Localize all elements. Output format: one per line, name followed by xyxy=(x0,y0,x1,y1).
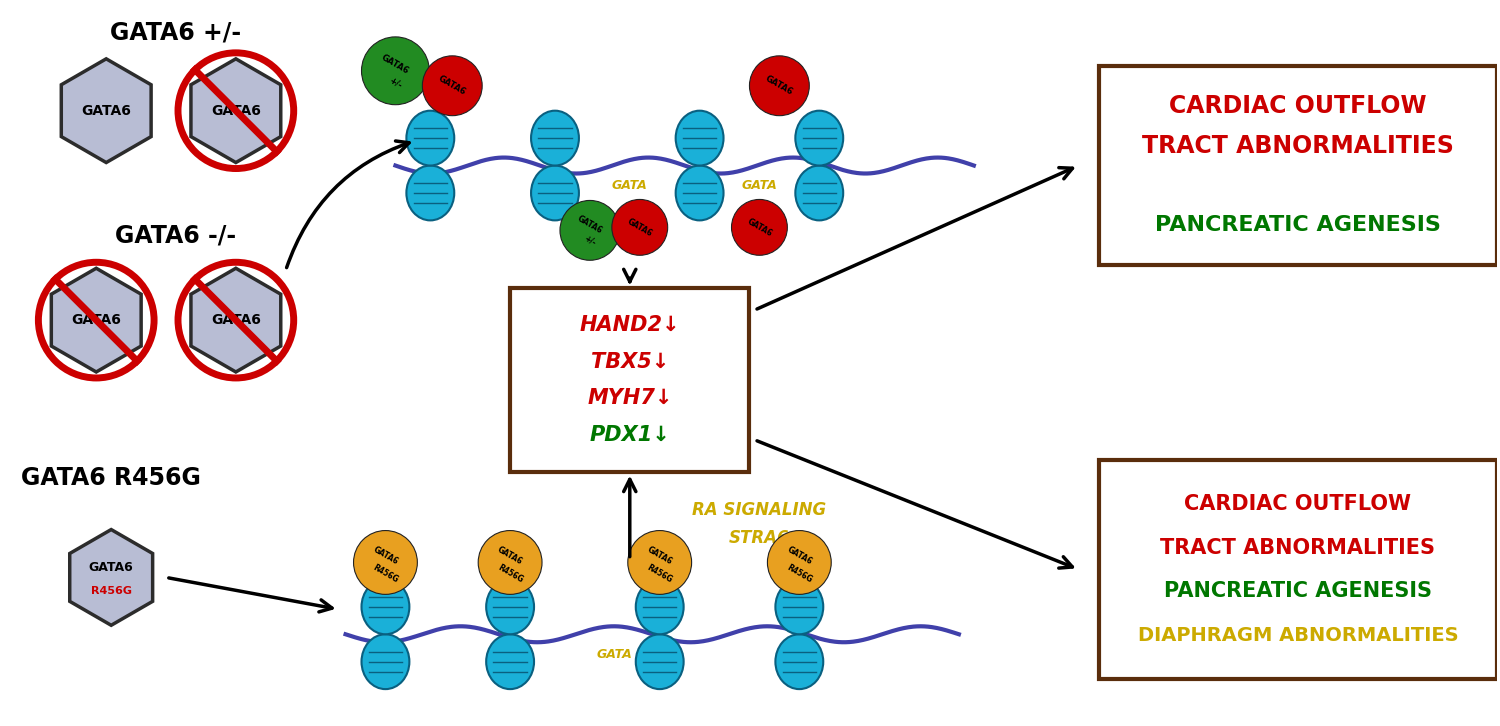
Polygon shape xyxy=(69,529,153,625)
Circle shape xyxy=(732,200,788,256)
Text: GATA6: GATA6 xyxy=(436,74,468,97)
Circle shape xyxy=(354,531,417,595)
Polygon shape xyxy=(62,59,152,163)
Text: +/-: +/- xyxy=(387,76,404,90)
Text: HAND2↓: HAND2↓ xyxy=(579,314,680,335)
Text: GATA6: GATA6 xyxy=(88,561,134,574)
Circle shape xyxy=(478,531,542,595)
Ellipse shape xyxy=(531,166,579,221)
Ellipse shape xyxy=(675,166,723,221)
Text: PDX1↓: PDX1↓ xyxy=(590,425,670,445)
Text: GATA6 R456G: GATA6 R456G xyxy=(21,465,201,490)
Ellipse shape xyxy=(362,579,410,635)
Polygon shape xyxy=(51,268,141,372)
Text: GATA6: GATA6 xyxy=(211,313,261,327)
Text: TRACT ABNORMALITIES: TRACT ABNORMALITIES xyxy=(1161,537,1436,558)
Text: RA SIGNALING: RA SIGNALING xyxy=(693,501,826,518)
Ellipse shape xyxy=(636,579,684,635)
Text: STRA6: STRA6 xyxy=(729,529,789,547)
Text: GATA6: GATA6 xyxy=(496,545,523,567)
Circle shape xyxy=(768,531,831,595)
Text: R456G: R456G xyxy=(784,563,813,584)
Polygon shape xyxy=(190,59,280,163)
Text: GATA6: GATA6 xyxy=(211,104,261,118)
FancyBboxPatch shape xyxy=(1098,460,1497,679)
Circle shape xyxy=(362,37,429,105)
Ellipse shape xyxy=(795,110,843,166)
Ellipse shape xyxy=(486,635,534,689)
Ellipse shape xyxy=(406,166,454,221)
Ellipse shape xyxy=(636,635,684,689)
Circle shape xyxy=(423,56,482,115)
Text: +/-: +/- xyxy=(582,234,597,248)
Circle shape xyxy=(612,200,668,256)
FancyBboxPatch shape xyxy=(510,287,750,472)
Text: GATA6: GATA6 xyxy=(81,104,130,118)
Circle shape xyxy=(750,56,810,115)
Ellipse shape xyxy=(795,166,843,221)
Text: CARDIAC OUTFLOW: CARDIAC OUTFLOW xyxy=(1168,94,1426,118)
Ellipse shape xyxy=(776,579,824,635)
Text: R456G: R456G xyxy=(370,563,399,584)
Text: GATA: GATA xyxy=(597,648,633,661)
Text: GATA6 -/-: GATA6 -/- xyxy=(116,224,237,248)
Text: GATA6: GATA6 xyxy=(645,545,674,567)
Text: GATA6 +/-: GATA6 +/- xyxy=(111,21,242,45)
Text: GATA6: GATA6 xyxy=(764,74,795,97)
Text: DIAPHRAGM ABNORMALITIES: DIAPHRAGM ABNORMALITIES xyxy=(1137,626,1458,645)
Text: R456G: R456G xyxy=(496,563,525,584)
Text: GATA6: GATA6 xyxy=(576,213,604,235)
Text: GATA: GATA xyxy=(612,179,648,192)
Text: GATA6: GATA6 xyxy=(380,52,411,76)
Text: R456G: R456G xyxy=(90,587,132,596)
Text: R456G: R456G xyxy=(645,563,674,584)
Text: MYH7↓: MYH7↓ xyxy=(586,388,672,409)
Circle shape xyxy=(560,200,620,261)
Text: CARDIAC OUTFLOW: CARDIAC OUTFLOW xyxy=(1185,494,1411,513)
Text: GATA6: GATA6 xyxy=(746,216,774,238)
Text: GATA6: GATA6 xyxy=(72,313,122,327)
FancyBboxPatch shape xyxy=(1098,66,1497,265)
Text: TRACT ABNORMALITIES: TRACT ABNORMALITIES xyxy=(1142,134,1454,158)
Polygon shape xyxy=(190,268,280,372)
Text: PANCREATIC AGENESIS: PANCREATIC AGENESIS xyxy=(1155,216,1442,235)
Ellipse shape xyxy=(776,635,824,689)
Ellipse shape xyxy=(406,110,454,166)
Circle shape xyxy=(628,531,692,595)
Text: GATA6: GATA6 xyxy=(372,545,399,567)
Text: GATA: GATA xyxy=(741,179,777,192)
Text: PANCREATIC AGENESIS: PANCREATIC AGENESIS xyxy=(1164,582,1432,601)
Ellipse shape xyxy=(362,635,410,689)
Text: TBX5↓: TBX5↓ xyxy=(591,351,669,372)
Text: GATA6: GATA6 xyxy=(626,216,654,238)
Text: GATA6: GATA6 xyxy=(784,545,813,567)
Ellipse shape xyxy=(486,579,534,635)
Ellipse shape xyxy=(675,110,723,166)
Ellipse shape xyxy=(531,110,579,166)
